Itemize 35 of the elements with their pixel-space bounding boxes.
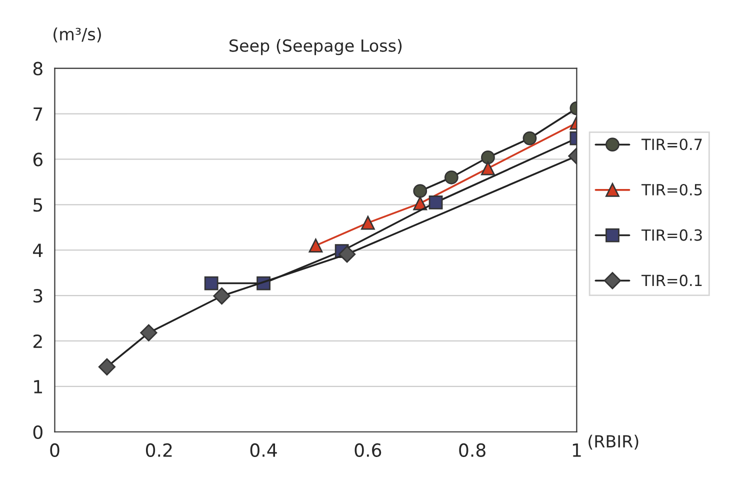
legend-label: TIR=0.5: [641, 184, 702, 196]
point: [213, 287, 230, 305]
x-tick-label: 0.4: [250, 443, 277, 457]
point: [481, 150, 495, 164]
chart-title: Seep (Seepage Loss): [230, 39, 402, 56]
x-axis-title: (RBIR): [588, 434, 638, 450]
point: [308, 238, 323, 252]
y-tick-label: 8: [33, 62, 42, 76]
legend-label: TIR=0.3: [641, 229, 702, 241]
y-tick-label: 0: [33, 425, 42, 439]
point: [338, 246, 356, 263]
point: [444, 170, 458, 184]
x-tick-label: 0.2: [146, 443, 172, 457]
point: [204, 276, 218, 290]
y-tick-label: 1: [34, 380, 42, 394]
point: [428, 195, 443, 210]
x-tick-label: 0.8: [459, 443, 486, 457]
point: [140, 324, 158, 342]
y-axis-title: (m³/s): [54, 28, 101, 42]
point: [360, 216, 375, 230]
point: [413, 184, 428, 198]
legend-label: TIR=0.7: [641, 138, 702, 150]
y-tick-label: 7: [34, 107, 42, 121]
point: [522, 131, 537, 146]
y-tick-label: 4: [33, 244, 43, 257]
y-tick-label: 3: [34, 289, 42, 303]
point: [98, 358, 116, 376]
y-tick-label: 5: [34, 198, 42, 212]
x-tick-label: 0.6: [354, 443, 382, 457]
y-tick-label: 2: [33, 334, 42, 348]
point: [481, 161, 495, 176]
x-tick-label: 1: [572, 444, 581, 457]
x-tick-label: 0: [50, 443, 60, 457]
y-tick-label: 6: [33, 152, 42, 166]
legend-label: TIR=0.1: [641, 274, 702, 286]
